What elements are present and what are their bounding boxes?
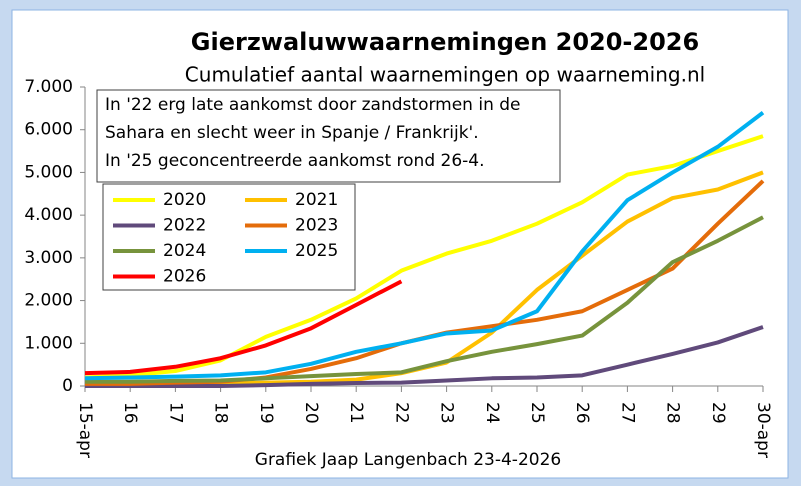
x-tick-label: 18	[211, 402, 231, 424]
x-tick-label: 30-apr	[753, 402, 773, 458]
x-tick-label: 27	[617, 402, 637, 424]
legend-label: 2022	[163, 216, 206, 236]
annotation-box	[96, 89, 561, 183]
y-tick-label: 0	[62, 376, 73, 396]
x-tick-label: 20	[301, 402, 321, 424]
footer: Grafiek Jaap Langenbach 23-4-2026	[255, 450, 561, 470]
y-tick-label: 7.000	[24, 77, 73, 97]
legend-label: 2026	[163, 267, 206, 287]
legend-label: 2020	[163, 190, 206, 210]
legend-label: 2021	[295, 190, 338, 210]
x-tick-label: 28	[663, 402, 683, 424]
series-line	[85, 215, 764, 384]
x-tick-label: 17	[165, 402, 185, 424]
x-tick-label: 21	[346, 402, 366, 424]
x-tick-label: 29	[708, 402, 728, 424]
chart-subtitle: Cumulatief aantal waarnemingen op waarne…	[185, 63, 705, 87]
x-tick-label: 24	[482, 402, 502, 424]
annotation-text: In '22 erg late aankomst door zandstorme…	[105, 95, 521, 115]
y-tick-label: 5.000	[24, 162, 73, 182]
x-tick-label: 19	[256, 402, 276, 424]
legend-label: 2025	[295, 241, 338, 261]
x-tick-label: 25	[527, 402, 547, 424]
y-tick-label: 4.000	[24, 205, 73, 225]
legend-label: 2023	[295, 216, 338, 236]
x-tick-label: 22	[391, 402, 411, 424]
series-line	[84, 134, 764, 380]
chart-title: Gierzwaluwwaarnemingen 2020-2026	[191, 28, 699, 56]
series-line	[84, 279, 403, 376]
x-tick-label: 26	[572, 402, 592, 424]
x-tick-label: 15-apr	[75, 402, 95, 458]
annotation-text: In '25 geconcentreerde aankomst rond 26-…	[105, 151, 485, 171]
series-line	[84, 111, 765, 381]
legend-label: 2024	[163, 241, 206, 261]
x-tick-label: 23	[437, 402, 457, 424]
annotation-text: Sahara en slecht weer in Spanje / Frankr…	[105, 123, 479, 143]
series-line	[85, 325, 764, 388]
y-tick-label: 3.000	[24, 248, 73, 268]
x-tick-label: 16	[120, 402, 140, 424]
y-tick-label: 6.000	[24, 120, 73, 140]
y-tick-label: 1.000	[24, 333, 73, 353]
y-tick-label: 2.000	[24, 291, 73, 311]
